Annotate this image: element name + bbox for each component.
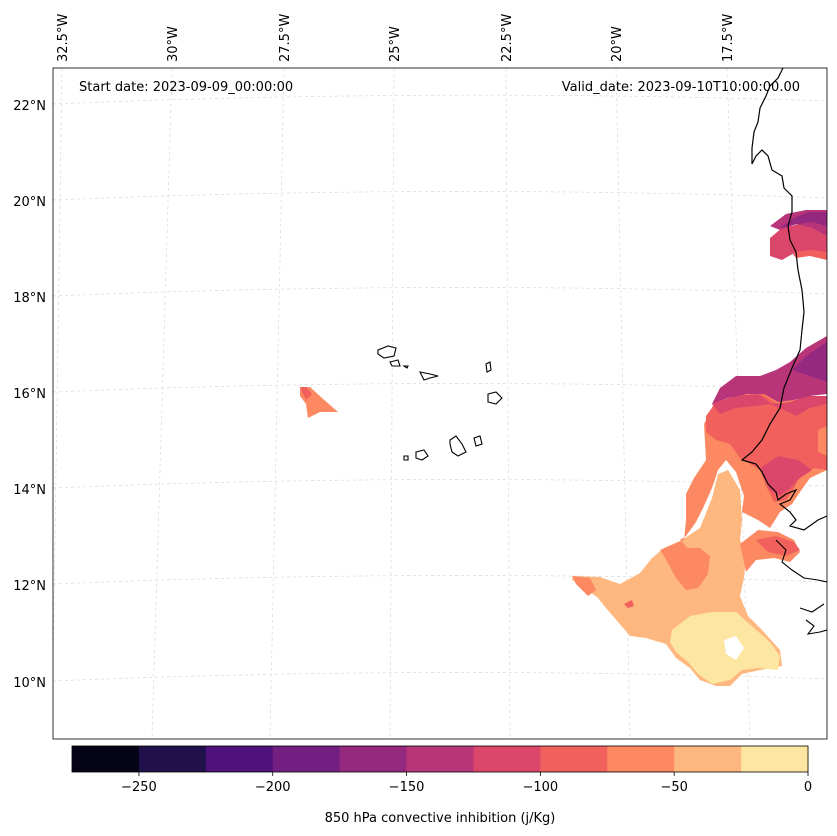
map-frame — [52, 67, 828, 740]
cin-area-minus175-to-minus150 — [792, 342, 827, 382]
lon-label-25w: 25°W — [388, 26, 403, 62]
cin-area-minus25-to-0 — [670, 612, 780, 684]
colorbar-segment — [72, 746, 140, 772]
lon-label-30w: 30°W — [166, 26, 181, 62]
colorbar-segment — [607, 746, 675, 772]
colorbar-frame — [71, 745, 809, 773]
island-santiago — [449, 435, 467, 457]
latitude-gridlines — [53, 94, 827, 682]
lat-label-10n: 10°N — [13, 676, 46, 691]
cin-area-minus100-to-minus75-c — [624, 600, 634, 608]
cin-hole — [724, 636, 744, 660]
colorbar-label: 850 hPa convective inhibition (j/Kg) — [325, 811, 556, 826]
cape-verde-islands — [377, 345, 503, 461]
island-boa-vista — [487, 391, 503, 405]
colorbar-segment — [741, 746, 809, 772]
colorbar-segment — [473, 746, 541, 772]
africa-coastline — [740, 68, 827, 531]
lat-label-22n: 22°N — [13, 99, 46, 114]
island-brava — [403, 455, 409, 461]
colorbar-segment — [339, 746, 408, 772]
colorbar-tick-label: −100 — [523, 780, 559, 795]
colorbar-segment — [406, 746, 475, 772]
colorbar: −250 −200 −150 −100 −50 0 — [71, 745, 812, 795]
cin-area-minus125-to-minus100 — [712, 394, 827, 416]
valid-date-label: Valid_date: 2023-09-10T10:00:00.00 — [562, 80, 800, 95]
colorbar-segment — [540, 746, 608, 772]
lat-label-18n: 18°N — [13, 291, 46, 306]
colorbar-tick-label: −200 — [255, 780, 291, 795]
cin-contours — [300, 210, 827, 686]
colorbar-segment — [205, 746, 274, 772]
lon-label-20w: 20°W — [610, 26, 625, 62]
lat-label-20n: 20°N — [13, 195, 46, 210]
colorbar-tick-label: −150 — [389, 780, 425, 795]
island-santa-luzia — [402, 365, 409, 369]
colorbar-segment — [272, 746, 341, 772]
lon-label-22-5w: 22.5°W — [500, 14, 515, 62]
island-sao-nicolau — [419, 371, 439, 381]
cin-area-minus125-to-minus100-north — [770, 224, 827, 260]
cin-area-minus175-to-minus150-north — [780, 212, 827, 228]
island-sal — [485, 361, 492, 373]
latitude-labels: 22°N 20°N 18°N 16°N 14°N 12°N 10°N — [13, 99, 46, 691]
cin-area-minus100-to-minus75-b — [756, 536, 800, 556]
longitude-labels: 32.5°W 30°W 27.5°W 25°W 22.5°W 20°W 17.5… — [56, 14, 736, 62]
lat-label-16n: 16°N — [13, 387, 46, 402]
cin-area-minus150-to-minus125 — [712, 336, 827, 404]
colorbar-tick-label: −250 — [121, 780, 157, 795]
lon-label-32-5w: 32.5°W — [56, 14, 71, 62]
colorbar-tick-label: −50 — [660, 780, 687, 795]
lat-label-14n: 14°N — [13, 483, 46, 498]
lat-label-12n: 12°N — [13, 579, 46, 594]
colorbar-segment — [674, 746, 742, 772]
lon-label-27-5w: 27.5°W — [278, 14, 293, 62]
colorbar-segment — [138, 746, 207, 772]
cin-area-minus125-to-minus100-b — [760, 456, 812, 496]
start-date-label: Start date: 2023-09-09_00:00:00 — [79, 80, 293, 95]
island-sao-vicente — [389, 359, 401, 367]
island-maio — [473, 435, 483, 447]
cin-area-minus75-to-minus50-c — [572, 576, 596, 596]
island-santo-antao — [377, 345, 397, 359]
island-fogo — [415, 449, 429, 461]
lon-label-17-5w: 17.5°W — [721, 14, 736, 62]
cin-area-minus100-to-minus75-island — [300, 387, 312, 400]
colorbar-tick-label: 0 — [804, 780, 812, 795]
africa-coastline-south — [775, 539, 827, 635]
